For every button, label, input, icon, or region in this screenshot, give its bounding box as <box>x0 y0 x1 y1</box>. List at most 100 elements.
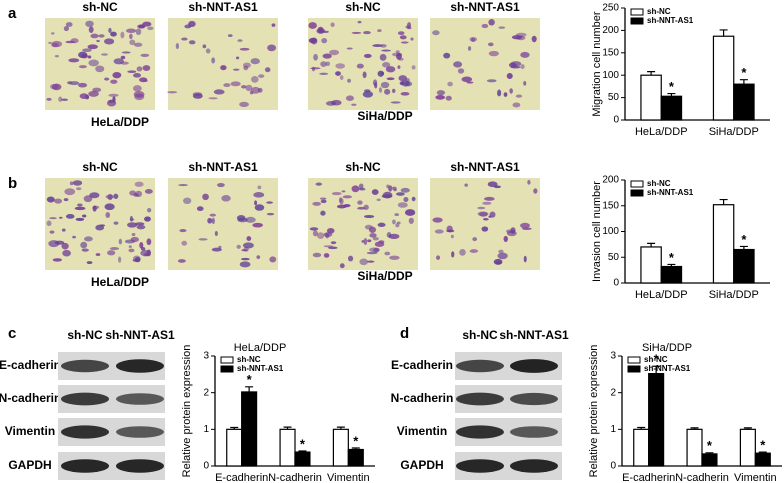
cell <box>386 77 395 81</box>
x-tick-label: Vimentin <box>327 472 370 483</box>
cell <box>84 236 93 242</box>
y-tick-label: 3 <box>610 351 616 362</box>
error-bar <box>283 426 292 430</box>
cell <box>372 79 378 86</box>
error-bar <box>719 198 728 205</box>
cell <box>214 230 218 237</box>
chart-title: SiHa/DDP <box>642 342 692 354</box>
error-bar <box>690 427 699 430</box>
error-bar <box>336 426 345 430</box>
cell <box>257 185 262 190</box>
cell <box>313 53 318 61</box>
cell <box>357 20 362 24</box>
cell <box>46 196 55 203</box>
cell <box>396 221 401 225</box>
cell <box>382 62 391 68</box>
cell <box>246 236 252 241</box>
cell <box>510 61 522 67</box>
group-label: SiHa/DDP <box>357 269 412 283</box>
error-bar <box>758 451 767 454</box>
cell <box>378 87 382 93</box>
error-bar <box>667 263 676 267</box>
cell <box>267 44 277 52</box>
cell <box>443 52 451 59</box>
cell <box>472 237 478 242</box>
cell <box>446 229 455 233</box>
cell <box>242 62 251 68</box>
legend-swatch <box>220 356 234 364</box>
bar <box>226 428 243 467</box>
cell <box>511 35 523 40</box>
cell <box>390 101 401 104</box>
cell <box>400 41 409 44</box>
error-bar <box>245 386 254 392</box>
cell <box>339 263 345 269</box>
cell <box>377 70 384 77</box>
cell <box>308 22 317 29</box>
cell <box>362 71 367 79</box>
cell <box>497 89 502 97</box>
significance: * <box>353 433 359 448</box>
cell <box>95 253 101 256</box>
cell <box>179 229 187 233</box>
cell <box>399 35 407 40</box>
y-axis-label: Migration cell number <box>591 11 603 116</box>
cell <box>488 42 494 47</box>
cell <box>506 73 513 79</box>
x-tick-label: N-cadherin <box>675 472 729 483</box>
protein-label: Vimentin <box>397 424 447 438</box>
cell <box>211 247 222 252</box>
cell <box>70 38 79 44</box>
cell <box>436 255 441 260</box>
cell <box>312 252 322 258</box>
cell <box>447 81 453 87</box>
cell <box>146 249 151 257</box>
cell <box>108 93 119 97</box>
bar <box>279 428 296 467</box>
significance: * <box>760 438 766 453</box>
band <box>116 426 164 438</box>
cell <box>49 217 57 220</box>
cell <box>87 55 92 59</box>
cell <box>110 79 118 84</box>
cell <box>509 88 513 94</box>
cell <box>69 181 74 186</box>
cell <box>315 182 323 186</box>
error-bar <box>667 92 676 97</box>
cell <box>113 221 119 225</box>
cell <box>136 66 143 72</box>
y-tick-label: 0 <box>610 461 616 472</box>
error-bar <box>230 426 239 430</box>
cell <box>54 240 65 245</box>
cell <box>464 183 468 187</box>
x-tick-label: HeLa/DDP <box>635 126 688 138</box>
cell <box>459 248 466 256</box>
cell <box>77 203 83 207</box>
cell <box>202 193 209 201</box>
cell <box>521 227 532 231</box>
cell <box>339 75 344 81</box>
cell <box>319 197 327 200</box>
cell <box>533 188 538 194</box>
cell <box>237 39 243 42</box>
cell <box>239 261 251 268</box>
cell <box>435 95 446 100</box>
cell <box>351 103 357 106</box>
cell <box>312 201 321 206</box>
error-bar <box>739 79 748 85</box>
protein-label: GAPDH <box>8 458 51 472</box>
x-tick-label: E-cadherin <box>622 472 675 483</box>
cell <box>271 23 276 27</box>
band <box>61 425 109 439</box>
cell <box>310 37 318 45</box>
y-axis-label: Relative protein expression <box>181 345 193 478</box>
cell <box>309 227 319 231</box>
cell <box>147 26 154 31</box>
bar <box>332 428 349 467</box>
cell <box>82 214 87 218</box>
cell <box>101 53 109 56</box>
cell <box>436 90 446 96</box>
cell <box>432 30 440 36</box>
cell <box>202 44 207 49</box>
cell <box>347 78 351 83</box>
